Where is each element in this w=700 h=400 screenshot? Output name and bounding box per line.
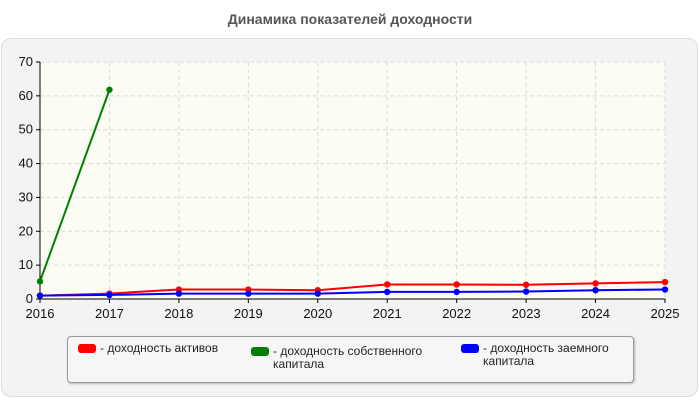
- series-lines: [36, 86, 669, 299]
- data-point-assets-2024: [592, 280, 599, 287]
- data-point-debt-2023: [522, 288, 530, 295]
- y-tick-label-50: 50: [19, 122, 33, 137]
- legend-label-assets: - доходность активов: [100, 341, 219, 355]
- x-tick-label-2016: 2016: [26, 306, 55, 321]
- x-tick-label-2021: 2021: [373, 306, 402, 321]
- series-line-assets: [39, 281, 666, 297]
- data-point-debt-2016: [36, 292, 44, 299]
- axes: [39, 62, 665, 300]
- x-tick-label-2019: 2019: [234, 306, 263, 321]
- x-tick-label-2025: 2025: [651, 306, 680, 321]
- x-tick-label-2018: 2018: [164, 306, 193, 321]
- x-tick-label-2024: 2024: [581, 306, 610, 321]
- y-tick-label-70: 70: [19, 54, 33, 69]
- data-point-assets-2025: [661, 278, 669, 286]
- data-point-assets-2022: [453, 281, 460, 288]
- data-point-debt-2022: [453, 288, 460, 296]
- y-tick-label-40: 40: [19, 156, 33, 171]
- y-tick-label-10: 10: [19, 257, 33, 272]
- x-tick-label-2020: 2020: [303, 306, 332, 321]
- data-point-assets-2021: [384, 281, 391, 288]
- data-point-debt-2025: [661, 286, 669, 293]
- x-tick-labels: 2016 2017 2018 2019 2020 2021 2022 2023 2024 2025: [26, 299, 680, 321]
- chart-title: Динамика показателей доходности: [227, 11, 473, 27]
- legend-item-debt: - доходность заемного капитала: [461, 342, 609, 368]
- data-point-equity-2017: [106, 86, 113, 93]
- x-tick-label-2022: 2022: [442, 306, 471, 321]
- data-point-debt-2018: [175, 290, 183, 297]
- legend-label-equity: - доходность собственного капитала: [273, 344, 423, 371]
- y-tick-label-60: 60: [19, 88, 33, 103]
- grid-lines: [40, 61, 666, 299]
- legend-swatch-assets: [78, 344, 96, 353]
- x-tick-label-2017: 2017: [95, 306, 124, 321]
- legend: - доходность активов - доходность собств…: [67, 336, 634, 383]
- series-line-debt: [39, 288, 666, 297]
- series-line-equity: [39, 89, 111, 282]
- legend-label-debt: - доходность заемного капитала: [483, 341, 609, 368]
- x-tick-label-2023: 2023: [512, 306, 541, 321]
- data-point-debt-2020: [314, 290, 321, 297]
- y-tick-labels: 0 10 20 30 40 50 60 70: [19, 54, 40, 306]
- legend-item-assets: - доходность активов: [78, 342, 218, 355]
- data-point-debt-2021: [384, 288, 391, 296]
- data-point-debt-2019: [245, 290, 252, 297]
- data-point-debt-2017: [106, 291, 113, 299]
- y-tick-label-30: 30: [19, 189, 33, 204]
- y-tick-label-20: 20: [19, 223, 33, 238]
- legend-swatch-debt: [461, 344, 479, 353]
- data-point-equity-2016: [36, 278, 44, 285]
- y-tick-label-0: 0: [26, 291, 33, 306]
- legend-swatch-equity: [251, 347, 269, 356]
- plot-area: [40, 62, 665, 299]
- data-point-debt-2024: [592, 286, 599, 294]
- data-point-assets-2023: [522, 281, 530, 288]
- legend-item-equity: - доходность собственного капитала: [251, 345, 422, 371]
